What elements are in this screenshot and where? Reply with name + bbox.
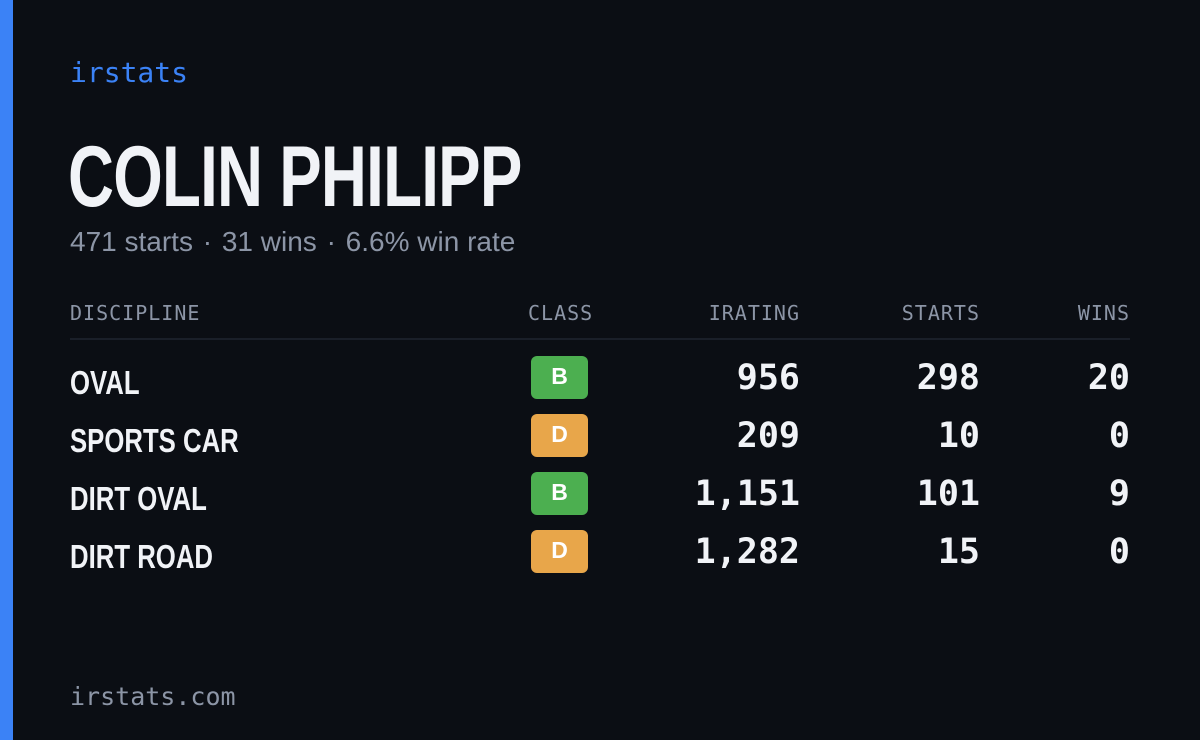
accent-bar bbox=[0, 0, 13, 740]
wins-cell: 20 bbox=[1087, 358, 1130, 398]
discipline-cell: DIRT OVAL bbox=[70, 480, 207, 517]
stats-table: DISCIPLINE CLASS IRATING STARTS WINS OVA… bbox=[70, 298, 1130, 588]
starts-cell: 10 bbox=[937, 416, 980, 456]
class-badge: B bbox=[531, 472, 588, 515]
irating-cell: 956 bbox=[736, 358, 800, 398]
wins-cell: 9 bbox=[1108, 474, 1130, 514]
table-body: OVAL B 956 298 20 SPORTS CAR D 209 10 0 … bbox=[70, 340, 1130, 588]
class-badge: D bbox=[531, 414, 588, 457]
discipline-cell: OVAL bbox=[70, 364, 140, 401]
header-class: CLASS bbox=[528, 301, 594, 325]
winrate-summary: 6.6% win rate bbox=[345, 226, 516, 257]
footer-url: irstats.com bbox=[70, 682, 236, 711]
class-badge: D bbox=[531, 530, 588, 573]
table-row: SPORTS CAR D 209 10 0 bbox=[70, 414, 1130, 472]
driver-name: COLIN PHILIPP bbox=[68, 129, 522, 225]
starts-cell: 298 bbox=[916, 358, 980, 398]
wins-summary: 31 wins bbox=[221, 226, 317, 257]
starts-summary: 471 starts bbox=[70, 226, 193, 257]
header-wins: WINS bbox=[1077, 301, 1130, 325]
wins-cell: 0 bbox=[1108, 416, 1130, 456]
table-row: OVAL B 956 298 20 bbox=[70, 356, 1130, 414]
table-row: DIRT ROAD D 1,282 15 0 bbox=[70, 530, 1130, 588]
wins-cell: 0 bbox=[1108, 532, 1130, 572]
irating-cell: 1,151 bbox=[694, 474, 800, 514]
discipline-cell: SPORTS CAR bbox=[70, 422, 239, 459]
table-row: DIRT OVAL B 1,151 101 9 bbox=[70, 472, 1130, 530]
starts-cell: 101 bbox=[916, 474, 980, 514]
separator-dot: · bbox=[326, 226, 336, 257]
discipline-cell: DIRT ROAD bbox=[70, 538, 213, 575]
starts-cell: 15 bbox=[937, 532, 980, 572]
header-discipline: DISCIPLINE bbox=[70, 301, 201, 325]
header-irating: IRATING bbox=[708, 301, 800, 325]
irating-cell: 1,282 bbox=[694, 532, 800, 572]
class-badge: B bbox=[531, 356, 588, 399]
header-starts: STARTS bbox=[901, 301, 980, 325]
driver-summary: 471 starts · 31 wins · 6.6% win rate bbox=[70, 226, 515, 258]
table-header: DISCIPLINE CLASS IRATING STARTS WINS bbox=[70, 298, 1130, 340]
separator-dot: · bbox=[202, 226, 213, 257]
brand-logo-text: irstats bbox=[70, 56, 189, 89]
irating-cell: 209 bbox=[736, 416, 800, 456]
